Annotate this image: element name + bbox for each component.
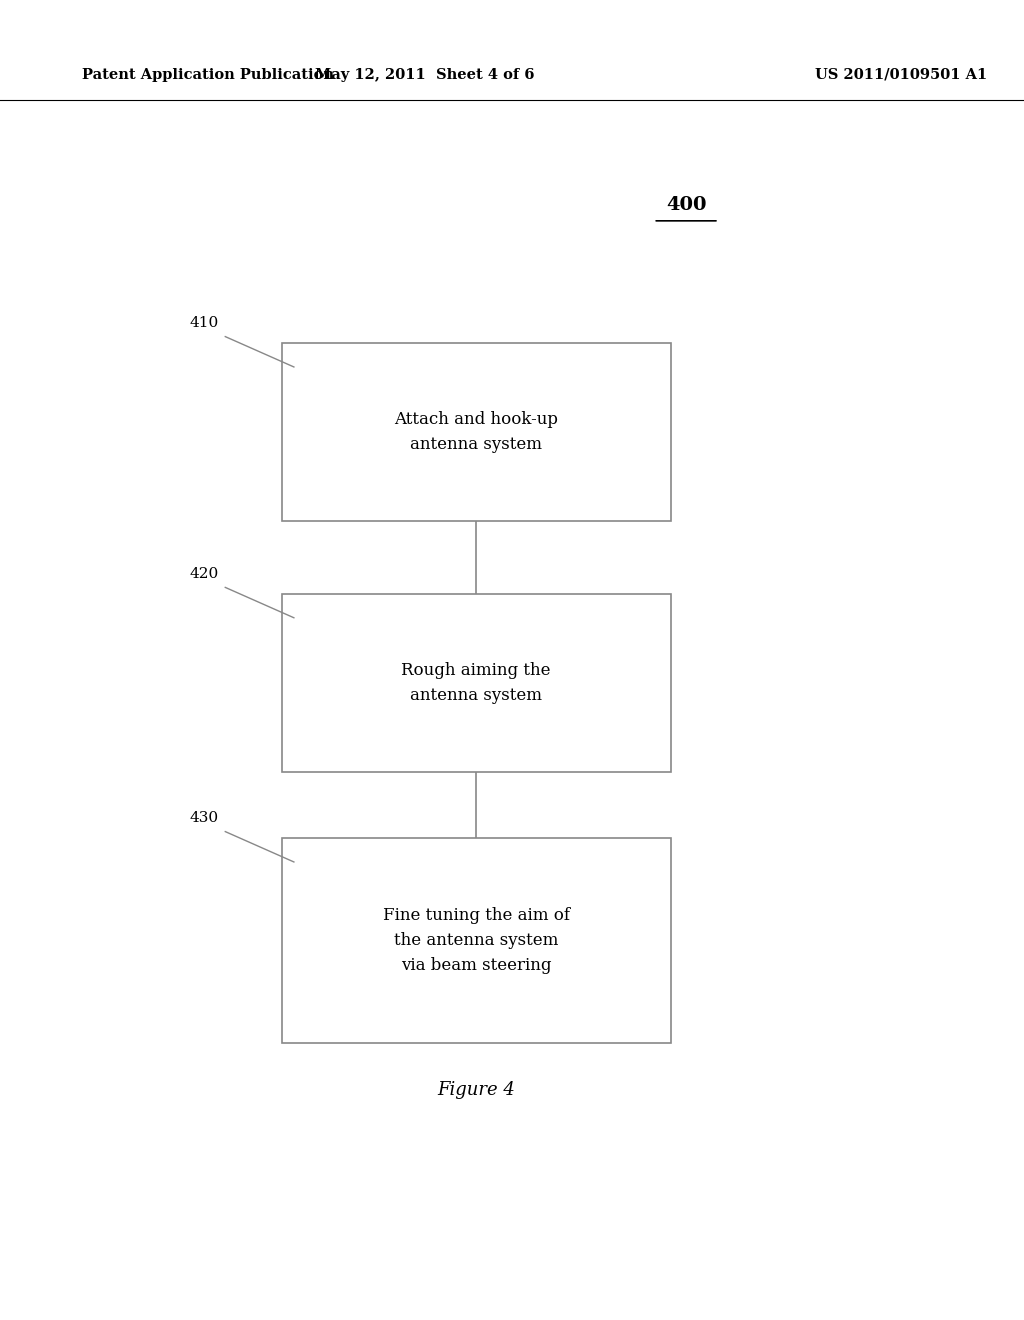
Text: Rough aiming the
antenna system: Rough aiming the antenna system: [401, 663, 551, 704]
Text: May 12, 2011  Sheet 4 of 6: May 12, 2011 Sheet 4 of 6: [315, 69, 535, 82]
Bar: [282, 343, 671, 521]
Bar: [282, 594, 671, 772]
Text: 400: 400: [666, 195, 707, 214]
Text: US 2011/0109501 A1: US 2011/0109501 A1: [815, 69, 987, 82]
Text: 430: 430: [189, 810, 218, 825]
Text: Patent Application Publication: Patent Application Publication: [82, 69, 334, 82]
Text: Fine tuning the aim of
the antenna system
via beam steering: Fine tuning the aim of the antenna syste…: [383, 907, 569, 974]
Bar: [282, 838, 671, 1043]
Text: 420: 420: [189, 566, 219, 581]
Text: Figure 4: Figure 4: [437, 1081, 515, 1100]
Text: 410: 410: [189, 315, 219, 330]
Text: Attach and hook-up
antenna system: Attach and hook-up antenna system: [394, 412, 558, 453]
